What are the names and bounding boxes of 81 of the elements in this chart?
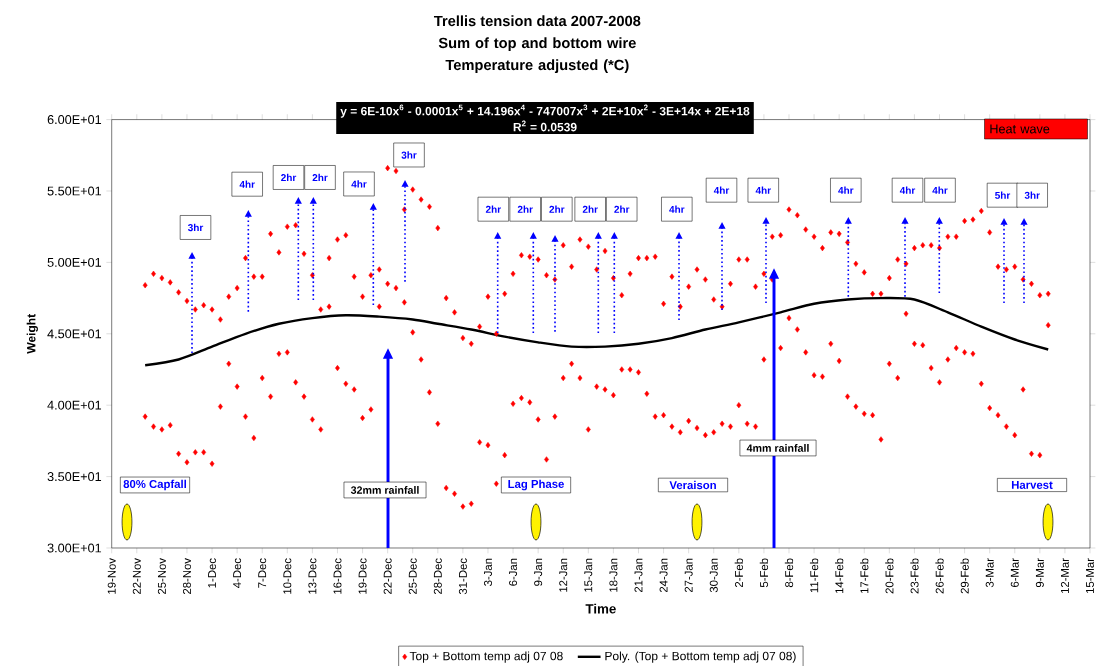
x-tick-label: 20-Feb (885, 558, 894, 594)
y-tick-label: 5.00E+01 (47, 257, 102, 267)
x-tick-label: 8-Feb (784, 558, 794, 588)
x-tick-label: 28-Dec (433, 558, 442, 594)
annotation: R$^{2}$ = 0.0539 (513, 120, 577, 132)
annotation: 5hr (995, 191, 1011, 199)
annotation: Harvest (1011, 481, 1053, 489)
annotation: 3hr (1024, 191, 1040, 199)
x-tick-label: 12-Mar (1060, 558, 1069, 594)
annotation: Heat wave (990, 124, 1050, 134)
annotation: 4hr (713, 186, 730, 194)
y-tick-label: 4.50E+01 (47, 329, 102, 339)
x-tick-label: 9-Mar (1035, 558, 1044, 588)
annotation: 80% Capfall (123, 479, 186, 491)
x-tick-label: 18-Jan (609, 558, 618, 592)
y-tick-label: 4.00E+01 (47, 400, 102, 410)
annotation: 4hr (838, 186, 854, 194)
annotation: 4hr (239, 180, 255, 188)
y-axis-title: Weight (26, 314, 38, 354)
x-tick-label: 13-Dec (308, 558, 317, 594)
annotation: 4mm rainfall (746, 444, 809, 452)
x-tick-label: 24-Jan (659, 558, 668, 593)
x-tick-label: 3-Jan (483, 558, 492, 586)
x-tick-label: 17-Feb (860, 558, 869, 594)
x-tick-label: 14-Feb (835, 558, 844, 594)
chart-subtitle: Sum of top and bottom wire Temperature adjusted (*C) (438, 37, 636, 74)
x-axis-title: Time (585, 603, 616, 614)
x-tick-label: 11-Feb (809, 558, 819, 593)
x-tick-label: 19-Dec (358, 558, 367, 594)
x-tick-label: 23-Feb (910, 558, 919, 594)
legend-label: Poly. (Top + Bottom temp adj 07 08) (605, 651, 796, 663)
annotation: 4hr (351, 180, 367, 188)
annotation: 3hr (401, 151, 417, 159)
x-tick-label: 2-Feb (734, 558, 743, 588)
annotation: 2hr (281, 173, 297, 182)
text: y = 6E-10x$^{6}$ - 0.0001x$^{5}$ + 14.196x$^{4}$ - 747007x$^{3}$ + 2E+10x$^{2}$ - 3E+14x + 2E+18 (340, 104, 750, 118)
legend-label: Top + Bottom temp adj 07 08 (409, 651, 563, 663)
annotation: 2hr (517, 205, 533, 213)
x-tick-label: 15-Mar (1086, 558, 1094, 594)
x-tick-label: 12-Jan (559, 558, 568, 592)
y-tick-label: 6.00E+01 (47, 115, 102, 125)
annotation: 2hr (614, 205, 630, 213)
annotation: 2hr (485, 205, 501, 213)
annotation: 2hr (582, 205, 598, 213)
annotation: 4hr (669, 205, 685, 213)
x-tick-label: 16-Dec (333, 558, 342, 594)
x-tick-label: 3-Mar (985, 558, 994, 588)
x-tick-label: 15-Jan (584, 558, 593, 592)
y-tick-label: 5.50E+01 (47, 186, 102, 196)
x-tick-label: 25-Nov (157, 558, 166, 594)
x-tick-label: 10-Dec (283, 558, 292, 594)
x-tick-label: 6-Mar (1010, 558, 1019, 588)
y-tick-label: 3.50E+01 (47, 472, 102, 482)
annotation: 3hr (187, 223, 204, 232)
y-tick-label: 3.00E+01 (47, 543, 102, 553)
annotation: 4hr (932, 186, 948, 194)
x-tick-label: 5-Feb (759, 558, 769, 588)
annotation: Lag Phase (508, 479, 564, 491)
x-tick-label: 31-Dec (458, 558, 467, 595)
chart-title: Trellis tension data 2007-2008 (433, 15, 641, 27)
x-tick-label: 25-Dec (408, 558, 417, 594)
x-tick-label: 9-Jan (534, 558, 543, 586)
annotation: 4hr (899, 186, 916, 194)
x-tick-label: 6-Jan (509, 558, 518, 586)
annotation: 2hr (549, 205, 565, 213)
annotation: 32mm rainfall (350, 486, 419, 494)
x-tick-label: 30-Jan (709, 558, 718, 593)
x-tick-label: 27-Jan (684, 558, 693, 593)
x-tick-label: 28-Nov (182, 558, 191, 594)
x-tick-label: 22-Dec (383, 558, 392, 594)
x-tick-label: 7-Dec (258, 558, 267, 588)
annotation: 2hr (312, 173, 328, 182)
x-tick-label: 1-Dec (208, 558, 216, 588)
x-tick-label: 21-Jan (634, 558, 643, 593)
x-tick-label: 22-Nov (132, 558, 141, 594)
x-tick-label: 4-Dec (233, 558, 242, 589)
x-tick-label: 19-Nov (107, 558, 116, 594)
x-tick-label: 26-Feb (935, 558, 944, 594)
x-tick-label: 29-Feb (960, 558, 969, 594)
annotation: Veraison (669, 480, 716, 490)
annotation: 4hr (755, 186, 771, 194)
